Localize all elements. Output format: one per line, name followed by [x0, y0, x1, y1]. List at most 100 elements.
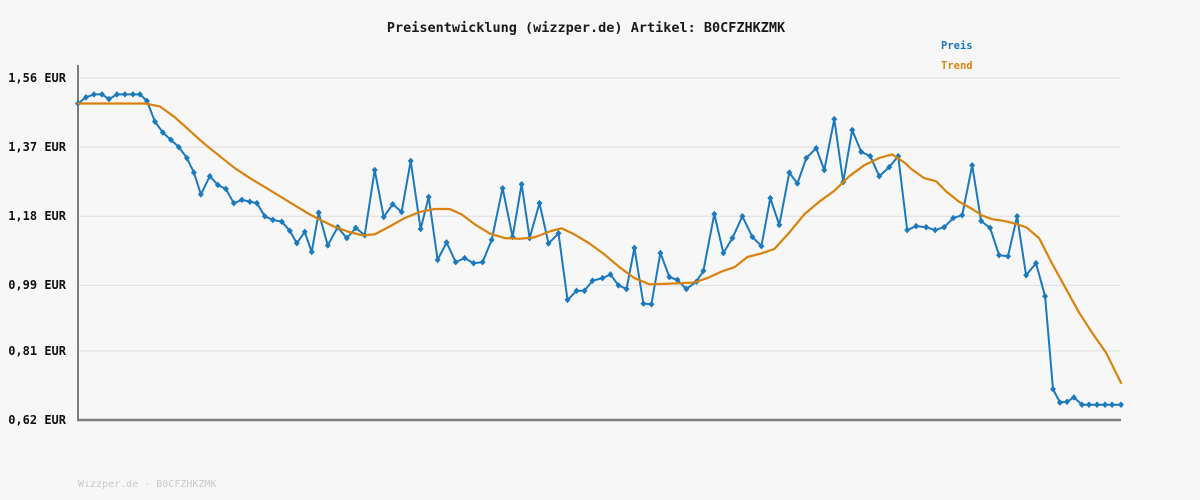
data-point-marker: [821, 166, 828, 174]
data-point-marker: [996, 251, 1003, 259]
data-point-marker: [175, 143, 182, 151]
data-point-marker: [607, 271, 614, 278]
data-point-marker: [470, 259, 477, 267]
data-point-marker: [589, 277, 596, 284]
data-point-marker: [129, 91, 136, 98]
data-point-marker: [389, 200, 396, 208]
data-point-marker: [269, 216, 276, 224]
data-point-marker: [876, 172, 883, 180]
data-point-marker: [1070, 394, 1077, 401]
y-tick-label: 1,37 EUR: [8, 140, 66, 155]
data-point-marker: [197, 191, 204, 198]
data-point-marker: [324, 242, 331, 249]
data-point-marker: [631, 244, 638, 252]
data-point-marker: [261, 212, 268, 220]
data-point-marker: [895, 152, 902, 160]
data-point-marker: [666, 273, 673, 281]
data-point-marker: [1109, 401, 1116, 409]
data-point-marker: [461, 254, 468, 262]
y-tick-label: 0,99 EUR: [8, 278, 66, 293]
data-point-marker: [151, 118, 158, 125]
data-point-marker: [803, 154, 810, 162]
data-point-marker: [987, 224, 994, 232]
data-point-marker: [1014, 212, 1021, 220]
data-point-marker: [599, 274, 606, 282]
data-point-marker: [720, 249, 727, 257]
data-point-marker: [83, 93, 90, 101]
data-point-marker: [858, 148, 865, 156]
data-point-marker: [794, 180, 801, 187]
y-tick-label: 1,56 EUR: [8, 71, 66, 85]
data-point-marker: [867, 152, 874, 160]
data-point-marker: [683, 285, 690, 293]
chart-title: Preisentwicklung (wizzper.de) Artikel: B…: [386, 20, 786, 36]
y-tick-label: 0,62 EUR: [8, 413, 66, 427]
data-point-marker: [190, 169, 197, 176]
data-point-marker: [114, 91, 121, 98]
data-point-marker: [932, 226, 939, 234]
data-point-marker: [214, 181, 221, 189]
data-point-marker: [1078, 401, 1085, 409]
y-tick-label: 0,81 EUR: [8, 343, 66, 358]
data-point-marker: [488, 236, 495, 244]
data-point-marker: [813, 144, 820, 152]
data-point-marker: [1094, 401, 1101, 409]
data-point-marker: [615, 282, 622, 289]
data-point-marker: [1049, 385, 1056, 393]
data-point-marker: [729, 234, 736, 242]
data-point-marker: [941, 223, 948, 231]
data-point-marker: [674, 276, 681, 284]
data-point-marker: [749, 233, 756, 241]
y-axis-labels: 1,56 EUR 1,37 EUR 1,18 EUR 0,99 EUR 0,81 EUR…: [0, 0, 66, 500]
data-point-marker: [343, 234, 350, 242]
data-point-marker: [499, 184, 506, 192]
data-point-marker: [767, 194, 774, 202]
data-point-marker: [739, 212, 746, 220]
data-point-marker: [573, 287, 580, 295]
data-point-marker: [913, 222, 920, 230]
data-point-marker: [293, 239, 300, 247]
data-point-marker: [286, 227, 293, 235]
data-point-marker: [407, 157, 414, 165]
data-point-marker: [222, 185, 229, 193]
data-point-marker: [518, 180, 525, 188]
data-point-marker: [371, 166, 378, 174]
data-point-marker: [159, 129, 166, 136]
data-point-marker: [657, 249, 664, 257]
y-tick-label: 1,18 EUR: [8, 209, 66, 224]
data-point-marker: [545, 240, 552, 247]
data-point-marker: [479, 258, 486, 266]
data-point-marker: [959, 211, 966, 219]
data-point-marker: [1023, 271, 1030, 279]
data-point-marker: [183, 154, 190, 162]
data-point-marker: [776, 221, 783, 229]
data-point-marker: [443, 239, 450, 246]
watermark: Wizzper.de - B0CFZHKZMK: [78, 479, 217, 490]
data-point-marker: [786, 169, 793, 176]
data-point-marker: [923, 223, 930, 231]
data-point-marker: [640, 300, 647, 307]
data-point-marker: [831, 115, 838, 123]
data-point-marker: [398, 208, 405, 216]
legend: Preis Trend: [941, 40, 973, 80]
legend-item-preis: Preis: [941, 40, 973, 52]
data-point-marker: [352, 224, 359, 232]
data-point-marker: [417, 225, 424, 233]
data-point-marker: [167, 136, 174, 144]
data-point-marker: [950, 214, 957, 222]
data-point-marker: [136, 91, 143, 98]
data-point-marker: [246, 198, 253, 206]
data-point-marker: [623, 285, 630, 293]
data-point-marker: [1102, 401, 1109, 409]
data-point-marker: [1042, 292, 1049, 300]
data-point-marker: [315, 209, 322, 216]
data-point-marker: [1085, 401, 1092, 409]
data-point-marker: [648, 301, 655, 308]
data-point-marker: [1118, 401, 1124, 409]
legend-item-trend: Trend: [941, 60, 973, 72]
data-point-marker: [425, 193, 432, 201]
data-point-marker: [700, 267, 707, 275]
data-point-marker: [380, 213, 387, 221]
